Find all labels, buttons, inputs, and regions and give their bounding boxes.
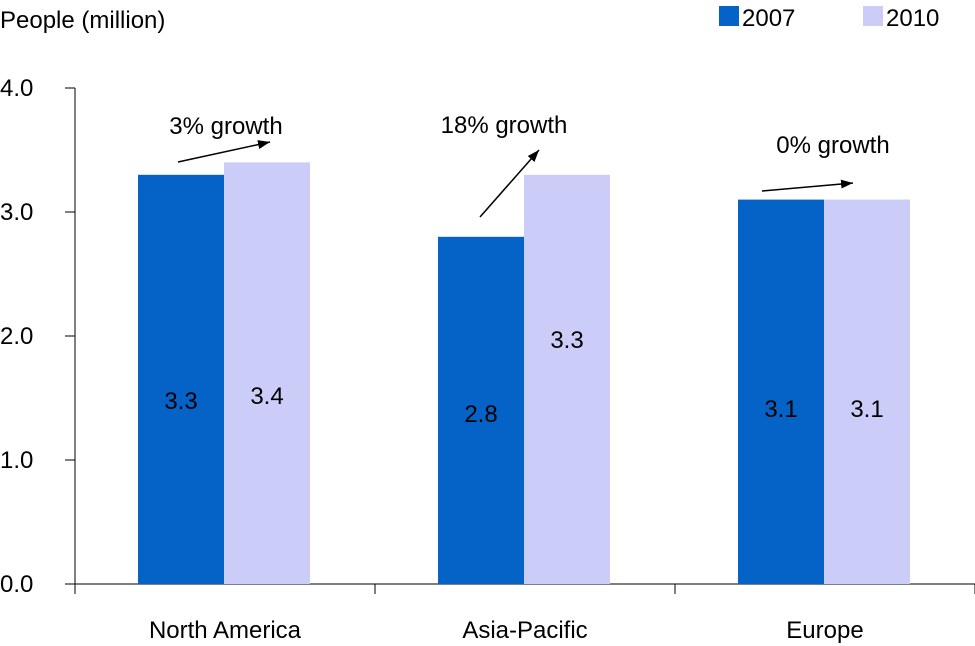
y-ticks: 0.0 1.0 2.0 3.0 4.0 [0,75,75,598]
value-label-2007: 3.1 [764,396,797,423]
growth-arrow [177,140,271,163]
growth-arrow [479,149,540,218]
legend: 2007 2010 [719,5,939,32]
bar-2007-asia-pacific [438,236,524,585]
x-category-label: Europe [786,617,863,644]
legend-label-2007: 2007 [742,5,795,32]
x-ticks: North America Asia-Pacific Europe [74,584,975,644]
value-labels: 3.3 3.4 2.8 3.3 3.1 3.1 [164,327,883,428]
legend-swatch-2007 [719,6,739,26]
y-tick-label: 1.0 [0,447,33,474]
y-tick-label: 4.0 [0,75,33,102]
bar-2010-north-america [224,162,310,584]
legend-label-2010: 2010 [886,5,939,32]
growth-annotation-label: 18% growth [441,112,568,139]
value-label-2007: 3.3 [164,388,197,415]
growth-annotations: 3% growth 18% growth 0% growth [169,112,890,218]
x-category-label: Asia-Pacific [462,617,587,644]
bar-2010-asia-pacific [524,174,610,585]
value-label-2007: 2.8 [464,401,497,428]
value-label-2010: 3.3 [550,327,583,354]
bar-2007-europe [738,199,824,584]
y-tick-label: 3.0 [0,199,33,226]
legend-swatch-2010 [863,6,883,26]
x-category-label: North America [149,617,302,644]
y-tick-label: 0.0 [0,571,33,598]
growth-annotation-label: 3% growth [169,113,282,140]
growth-arrow [761,179,854,192]
growth-annotation-label: 0% growth [776,132,889,159]
bars [138,162,910,585]
y-tick-label: 2.0 [0,323,33,350]
y-axis-label: People (million) [0,7,165,34]
bar-2010-europe [824,199,910,584]
value-label-2010: 3.1 [850,396,883,423]
value-label-2010: 3.4 [250,383,283,410]
bar-2007-north-america [138,174,224,585]
